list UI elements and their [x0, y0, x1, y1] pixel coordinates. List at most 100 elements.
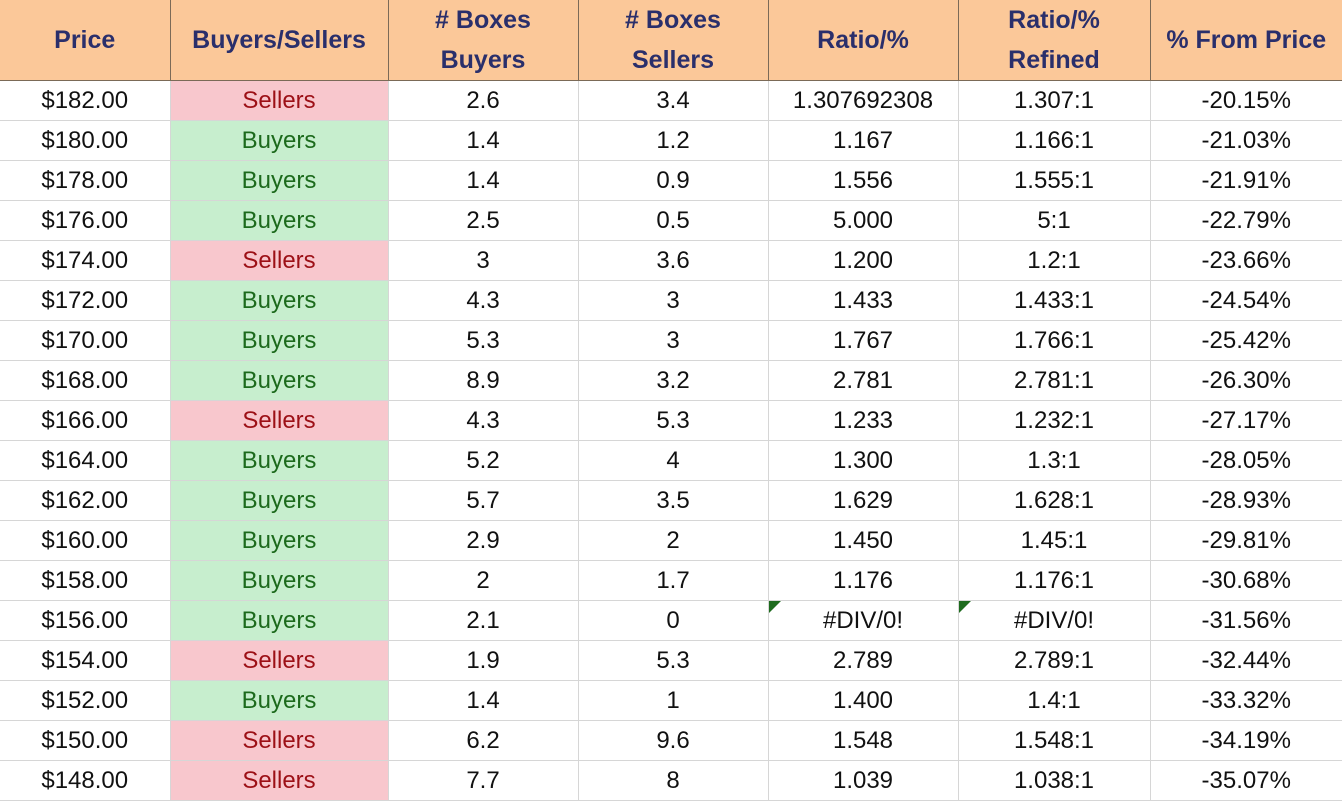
price-cell[interactable]: $158.00 [0, 560, 171, 601]
side-cell[interactable]: Buyers [170, 320, 389, 361]
side-cell[interactable]: Buyers [170, 600, 389, 641]
ratio-refined-cell[interactable]: 1.176:1 [958, 560, 1151, 601]
ratio-cell[interactable]: 5.000 [768, 200, 959, 241]
from-price-cell[interactable]: -32.44% [1150, 640, 1342, 681]
price-cell[interactable]: $178.00 [0, 160, 171, 201]
ratio-cell[interactable]: 1.176 [768, 560, 959, 601]
boxes-sellers-cell[interactable]: 9.6 [578, 720, 769, 761]
boxes-sellers-cell[interactable]: 0.9 [578, 160, 769, 201]
price-cell[interactable]: $168.00 [0, 360, 171, 401]
ratio-cell[interactable]: 1.400 [768, 680, 959, 721]
side-cell[interactable]: Sellers [170, 400, 389, 441]
boxes-sellers-cell[interactable]: 5.3 [578, 400, 769, 441]
from-price-cell[interactable]: -23.66% [1150, 240, 1342, 281]
ratio-cell[interactable]: 1.039 [768, 760, 959, 801]
ratio-refined-cell[interactable]: 1.45:1 [958, 520, 1151, 561]
ratio-refined-cell[interactable]: 1.433:1 [958, 280, 1151, 321]
boxes-buyers-cell[interactable]: 1.9 [388, 640, 579, 681]
price-cell[interactable]: $150.00 [0, 720, 171, 761]
from-price-cell[interactable]: -28.93% [1150, 480, 1342, 521]
from-price-cell[interactable]: -26.30% [1150, 360, 1342, 401]
boxes-sellers-cell[interactable]: 3.2 [578, 360, 769, 401]
ratio-cell[interactable]: 1.233 [768, 400, 959, 441]
boxes-sellers-cell[interactable]: 1 [578, 680, 769, 721]
boxes-sellers-cell[interactable]: 4 [578, 440, 769, 481]
ratio-cell[interactable]: #DIV/0! [768, 600, 959, 641]
ratio-refined-cell[interactable]: 1.2:1 [958, 240, 1151, 281]
ratio-cell[interactable]: 1.167 [768, 120, 959, 161]
header-ratio-refined[interactable]: Ratio/% Refined [958, 0, 1151, 81]
price-cell[interactable]: $170.00 [0, 320, 171, 361]
side-cell[interactable]: Buyers [170, 200, 389, 241]
boxes-buyers-cell[interactable]: 5.3 [388, 320, 579, 361]
header-price[interactable]: Price [0, 0, 171, 81]
ratio-refined-cell[interactable]: 1.766:1 [958, 320, 1151, 361]
header-ratio[interactable]: Ratio/% [768, 0, 959, 81]
header-from-price[interactable]: % From Price [1150, 0, 1342, 81]
ratio-cell[interactable]: 1.629 [768, 480, 959, 521]
ratio-refined-cell[interactable]: 1.232:1 [958, 400, 1151, 441]
ratio-cell[interactable]: 1.450 [768, 520, 959, 561]
from-price-cell[interactable]: -20.15% [1150, 80, 1342, 121]
boxes-buyers-cell[interactable]: 1.4 [388, 120, 579, 161]
ratio-refined-cell[interactable]: 1.548:1 [958, 720, 1151, 761]
from-price-cell[interactable]: -28.05% [1150, 440, 1342, 481]
boxes-buyers-cell[interactable]: 3 [388, 240, 579, 281]
ratio-refined-cell[interactable]: 2.789:1 [958, 640, 1151, 681]
side-cell[interactable]: Buyers [170, 360, 389, 401]
from-price-cell[interactable]: -29.81% [1150, 520, 1342, 561]
price-cell[interactable]: $182.00 [0, 80, 171, 121]
boxes-buyers-cell[interactable]: 1.4 [388, 160, 579, 201]
ratio-cell[interactable]: 1.433 [768, 280, 959, 321]
side-cell[interactable]: Buyers [170, 560, 389, 601]
price-cell[interactable]: $164.00 [0, 440, 171, 481]
price-cell[interactable]: $172.00 [0, 280, 171, 321]
price-cell[interactable]: $152.00 [0, 680, 171, 721]
boxes-sellers-cell[interactable]: 3.6 [578, 240, 769, 281]
ratio-refined-cell[interactable]: 1.166:1 [958, 120, 1151, 161]
side-cell[interactable]: Sellers [170, 240, 389, 281]
side-cell[interactable]: Buyers [170, 280, 389, 321]
boxes-buyers-cell[interactable]: 2 [388, 560, 579, 601]
price-cell[interactable]: $166.00 [0, 400, 171, 441]
from-price-cell[interactable]: -21.03% [1150, 120, 1342, 161]
side-cell[interactable]: Buyers [170, 520, 389, 561]
from-price-cell[interactable]: -25.42% [1150, 320, 1342, 361]
ratio-refined-cell[interactable]: 1.3:1 [958, 440, 1151, 481]
boxes-buyers-cell[interactable]: 5.7 [388, 480, 579, 521]
side-cell[interactable]: Sellers [170, 760, 389, 801]
from-price-cell[interactable]: -27.17% [1150, 400, 1342, 441]
boxes-buyers-cell[interactable]: 2.1 [388, 600, 579, 641]
ratio-cell[interactable]: 1.300 [768, 440, 959, 481]
boxes-sellers-cell[interactable]: 3.4 [578, 80, 769, 121]
header-boxes-buyers[interactable]: # Boxes Buyers [388, 0, 579, 81]
price-cell[interactable]: $160.00 [0, 520, 171, 561]
ratio-refined-cell[interactable]: 1.307:1 [958, 80, 1151, 121]
from-price-cell[interactable]: -21.91% [1150, 160, 1342, 201]
boxes-buyers-cell[interactable]: 2.9 [388, 520, 579, 561]
side-cell[interactable]: Buyers [170, 680, 389, 721]
boxes-buyers-cell[interactable]: 6.2 [388, 720, 579, 761]
ratio-refined-cell[interactable]: 2.781:1 [958, 360, 1151, 401]
boxes-sellers-cell[interactable]: 3 [578, 320, 769, 361]
ratio-refined-cell[interactable]: 1.4:1 [958, 680, 1151, 721]
boxes-sellers-cell[interactable]: 1.2 [578, 120, 769, 161]
from-price-cell[interactable]: -33.32% [1150, 680, 1342, 721]
price-cell[interactable]: $148.00 [0, 760, 171, 801]
from-price-cell[interactable]: -30.68% [1150, 560, 1342, 601]
boxes-sellers-cell[interactable]: 8 [578, 760, 769, 801]
side-cell[interactable]: Buyers [170, 160, 389, 201]
from-price-cell[interactable]: -35.07% [1150, 760, 1342, 801]
from-price-cell[interactable]: -22.79% [1150, 200, 1342, 241]
boxes-sellers-cell[interactable]: 0.5 [578, 200, 769, 241]
boxes-buyers-cell[interactable]: 2.5 [388, 200, 579, 241]
price-cell[interactable]: $156.00 [0, 600, 171, 641]
ratio-refined-cell[interactable]: #DIV/0! [958, 600, 1151, 641]
from-price-cell[interactable]: -24.54% [1150, 280, 1342, 321]
ratio-cell[interactable]: 1.767 [768, 320, 959, 361]
ratio-cell[interactable]: 1.307692308 [768, 80, 959, 121]
header-boxes-sellers[interactable]: # Boxes Sellers [578, 0, 769, 81]
price-cell[interactable]: $180.00 [0, 120, 171, 161]
ratio-refined-cell[interactable]: 5:1 [958, 200, 1151, 241]
boxes-buyers-cell[interactable]: 7.7 [388, 760, 579, 801]
